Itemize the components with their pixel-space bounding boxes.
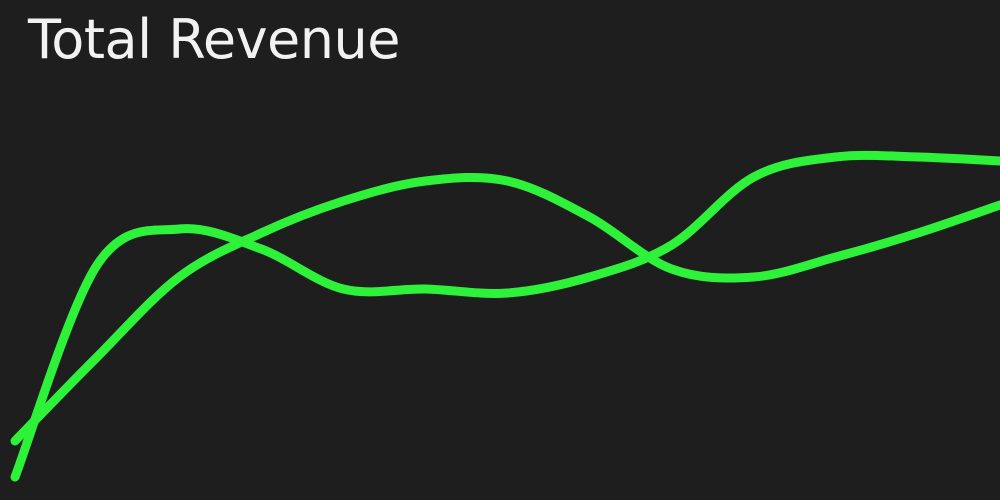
series-line-1 — [10, 150, 1000, 482]
series-line-2 — [10, 172, 1000, 446]
chart-title: Total Revenue — [28, 8, 400, 71]
